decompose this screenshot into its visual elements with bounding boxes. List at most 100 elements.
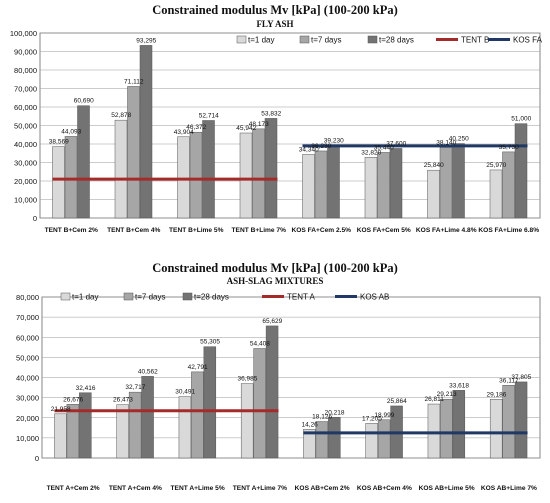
legend: t=1 day t=7 days t=28 days TENT A KOS AB	[60, 292, 389, 302]
bar	[191, 371, 204, 459]
category-label: KOS AB+Cem 2%	[295, 485, 350, 492]
y-tick-label: 40,000	[14, 140, 37, 149]
bar	[439, 147, 453, 219]
y-tick-label: 20,000	[14, 177, 37, 186]
chart-title: Constrained modulus Mv [kPa] (100-200 kP…	[152, 261, 398, 275]
data-label: 48,173	[249, 121, 269, 128]
y-tick-label: 40,000	[16, 374, 39, 383]
data-label: 32,416	[76, 385, 96, 392]
y-tick-label: 50,000	[16, 353, 39, 362]
data-label: 26,811	[424, 396, 444, 403]
y-tick-label: 90,000	[14, 48, 37, 57]
legend-swatch	[367, 35, 378, 44]
legend-label: TENT B	[461, 36, 489, 45]
category-label: TENT A+Cem 4%	[109, 485, 162, 492]
bar	[139, 45, 153, 219]
data-label: 34,340	[299, 146, 319, 153]
data-label: 14,26	[302, 421, 319, 428]
y-tick-label: 100,000	[10, 29, 37, 38]
bar	[265, 325, 279, 459]
bar	[302, 154, 315, 219]
bar	[303, 429, 316, 459]
data-label: 36,117	[499, 377, 519, 384]
data-label: 93,295	[136, 37, 156, 44]
category-label: TENT B+Lime 7%	[232, 227, 287, 234]
data-label: 43,904	[174, 129, 194, 136]
bar	[66, 404, 80, 459]
bar	[114, 119, 128, 219]
bar	[264, 118, 278, 219]
data-label: 18,126	[312, 414, 332, 421]
category-label: TENT B+Lime 5%	[169, 227, 224, 234]
data-label: 60,690	[74, 98, 94, 105]
bar	[514, 123, 528, 219]
bar	[514, 381, 528, 459]
bar	[240, 383, 254, 459]
legend-swatch	[299, 35, 310, 44]
bar	[489, 399, 503, 459]
data-label: 52,878	[111, 112, 131, 119]
y-tick-label: 0	[35, 454, 39, 463]
legend-label: t=7 days	[135, 293, 165, 302]
bar	[116, 404, 129, 459]
category-label: KOS FA+Lime 4.8%	[416, 227, 477, 234]
data-label: 53,832	[261, 110, 281, 117]
bar	[328, 417, 341, 459]
bar	[127, 86, 140, 219]
data-label: 55,305	[200, 339, 220, 346]
legend-label: t=7 days	[311, 36, 341, 45]
y-tick-label: 80,000	[16, 293, 39, 302]
bar	[203, 346, 217, 459]
data-label: 25,864	[387, 398, 407, 405]
data-label: 25,970	[486, 162, 506, 169]
data-label: 30,491	[175, 389, 195, 396]
bar	[427, 169, 440, 219]
bar	[128, 391, 142, 459]
category-label: KOS FA+Cem 2.5%	[291, 227, 351, 234]
y-tick-label: 30,000	[16, 394, 39, 403]
legend: t=1 day t=7 days t=28 days TENT B KOS FA	[236, 35, 543, 45]
data-label: 52,714	[199, 112, 219, 119]
data-label: 36,985	[237, 376, 257, 383]
data-label: 29,186	[486, 391, 506, 398]
y-tick-label: 0	[33, 214, 37, 223]
legend-label: t=1 day	[248, 36, 274, 45]
y-tick-label: 80,000	[14, 66, 37, 75]
legend-label: KOS FA	[513, 36, 543, 45]
y-tick-label: 20,000	[16, 414, 39, 423]
bar	[253, 348, 266, 459]
bar	[440, 398, 453, 459]
data-label: 32,820	[361, 149, 381, 156]
category-label: KOS AB+Lime 5%	[419, 485, 475, 492]
data-label: 71,112	[124, 78, 144, 85]
data-label: 17,205	[362, 415, 382, 422]
bar	[189, 131, 203, 219]
data-label: 65,629	[262, 318, 282, 325]
bar	[239, 132, 253, 219]
bar	[141, 376, 154, 459]
data-label: 46,372	[186, 124, 206, 131]
category-label: TENT B+Cem 4%	[107, 227, 160, 234]
data-label: 38,140	[436, 139, 456, 146]
chart-title: Constrained modulus Mv [kPa] (100-200 kP…	[152, 3, 398, 17]
bar	[77, 105, 90, 219]
bar	[502, 151, 515, 219]
y-tick-label: 70,000	[14, 85, 37, 94]
legend-label: TENT A	[287, 293, 316, 302]
bar	[364, 157, 378, 219]
legend-swatch	[123, 292, 134, 301]
category-label: TENT A+Cem 2%	[47, 485, 100, 492]
category-label: TENT A+Lime 7%	[233, 485, 287, 492]
data-label: 40,562	[138, 368, 158, 375]
bar	[427, 403, 441, 459]
data-label: 25,840	[424, 162, 444, 169]
bar	[54, 413, 67, 459]
data-label: 36,230	[311, 143, 331, 150]
data-label: 51,000	[511, 116, 531, 123]
category-label: KOS AB+Lime 7%	[481, 485, 537, 492]
data-label: 45,942	[236, 125, 256, 132]
data-label: 39,230	[324, 137, 344, 144]
data-label: 37,805	[511, 374, 531, 381]
y-tick-label: 10,000	[16, 434, 39, 443]
category-label: KOS AB+Cem 4%	[357, 485, 412, 492]
